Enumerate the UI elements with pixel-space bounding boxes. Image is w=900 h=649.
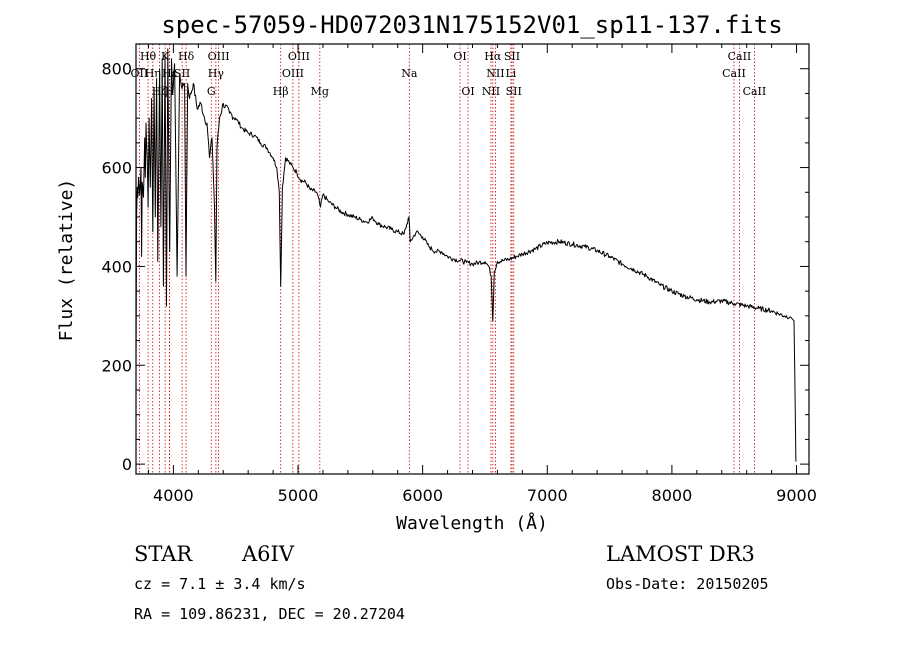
x-tick-label: 5000 [278, 486, 319, 505]
spectral-line-label: Hη [145, 67, 161, 80]
spectral-line-markers [138, 44, 755, 474]
y-tick-label: 600 [101, 159, 132, 178]
spectral-line-label: Hβ [273, 85, 289, 98]
spectral-line-label: SII [504, 50, 520, 63]
spectral-line-label: SII [174, 67, 190, 80]
spectral-line-label: Hδ [178, 50, 195, 63]
plot-frame [135, 43, 810, 475]
series-layer [135, 48, 797, 462]
spectral-line-label: Hθ [140, 50, 157, 63]
spectral-line-label: H [165, 85, 175, 98]
y-tick-label: 200 [101, 356, 132, 375]
object-subclass: A6IV [241, 542, 295, 566]
survey-name: LAMOST DR3 [606, 542, 755, 566]
spectral-line-label: Hε [162, 67, 178, 80]
spectral-line-label: OIII [208, 50, 230, 63]
y-tick-label: 0 [122, 455, 132, 474]
spectral-line-label: OI [453, 50, 466, 63]
spectral-line-label: CaII [743, 85, 767, 98]
chart-title: spec-57059-HD072031N175152V01_sp11-137.f… [161, 11, 782, 39]
spectral-line-label: NII [482, 85, 500, 98]
y-tick-label: 400 [101, 257, 132, 276]
coordinates-readout: RA = 109.86231, DEC = 20.27204 [134, 605, 405, 623]
y-tick-label: 800 [101, 60, 132, 79]
flux-series-line [135, 48, 797, 462]
spectral-line-label: SII [506, 85, 522, 98]
spectral-line-label: OI [461, 85, 474, 98]
spectral-line-label: Hγ [208, 67, 225, 80]
spectral-line-label: Na [401, 67, 418, 80]
spectral-line-label: OII [131, 67, 149, 80]
spectral-line-label: OIII [282, 67, 304, 80]
spectral-line-label: Hα [484, 50, 502, 63]
x-tick-label: 4000 [153, 486, 194, 505]
x-tick-label: 9000 [776, 486, 817, 505]
spectral-line-label: Mg [311, 85, 329, 98]
x-tick-label: 8000 [652, 486, 693, 505]
spectral-line-label: K [161, 50, 170, 63]
redshift-readout: cz = 7.1 ± 3.4 km/s [134, 575, 306, 593]
spectral-line-label: CaII [728, 50, 752, 63]
obs-date: Obs-Date: 20150205 [606, 575, 769, 593]
x-tick-label: 6000 [402, 486, 443, 505]
axis-ticks: 4000 5000 6000 7000 8000 9000 0 200 400 600 800 [101, 44, 817, 505]
object-class: STAR [134, 542, 193, 566]
spectral-line-label: CaII [722, 67, 746, 80]
x-tick-label: 7000 [527, 486, 568, 505]
spectral-line-label: G [207, 85, 216, 98]
y-axis-label: Flux (relative) [56, 179, 77, 342]
spectral-line-label: Li [505, 67, 516, 80]
spectral-line-label: Hζ [152, 85, 168, 98]
x-axis-label: Wavelength (Å) [396, 512, 548, 534]
spectral-line-label: OIII [288, 50, 310, 63]
spectral-line-label: NII [486, 67, 504, 80]
